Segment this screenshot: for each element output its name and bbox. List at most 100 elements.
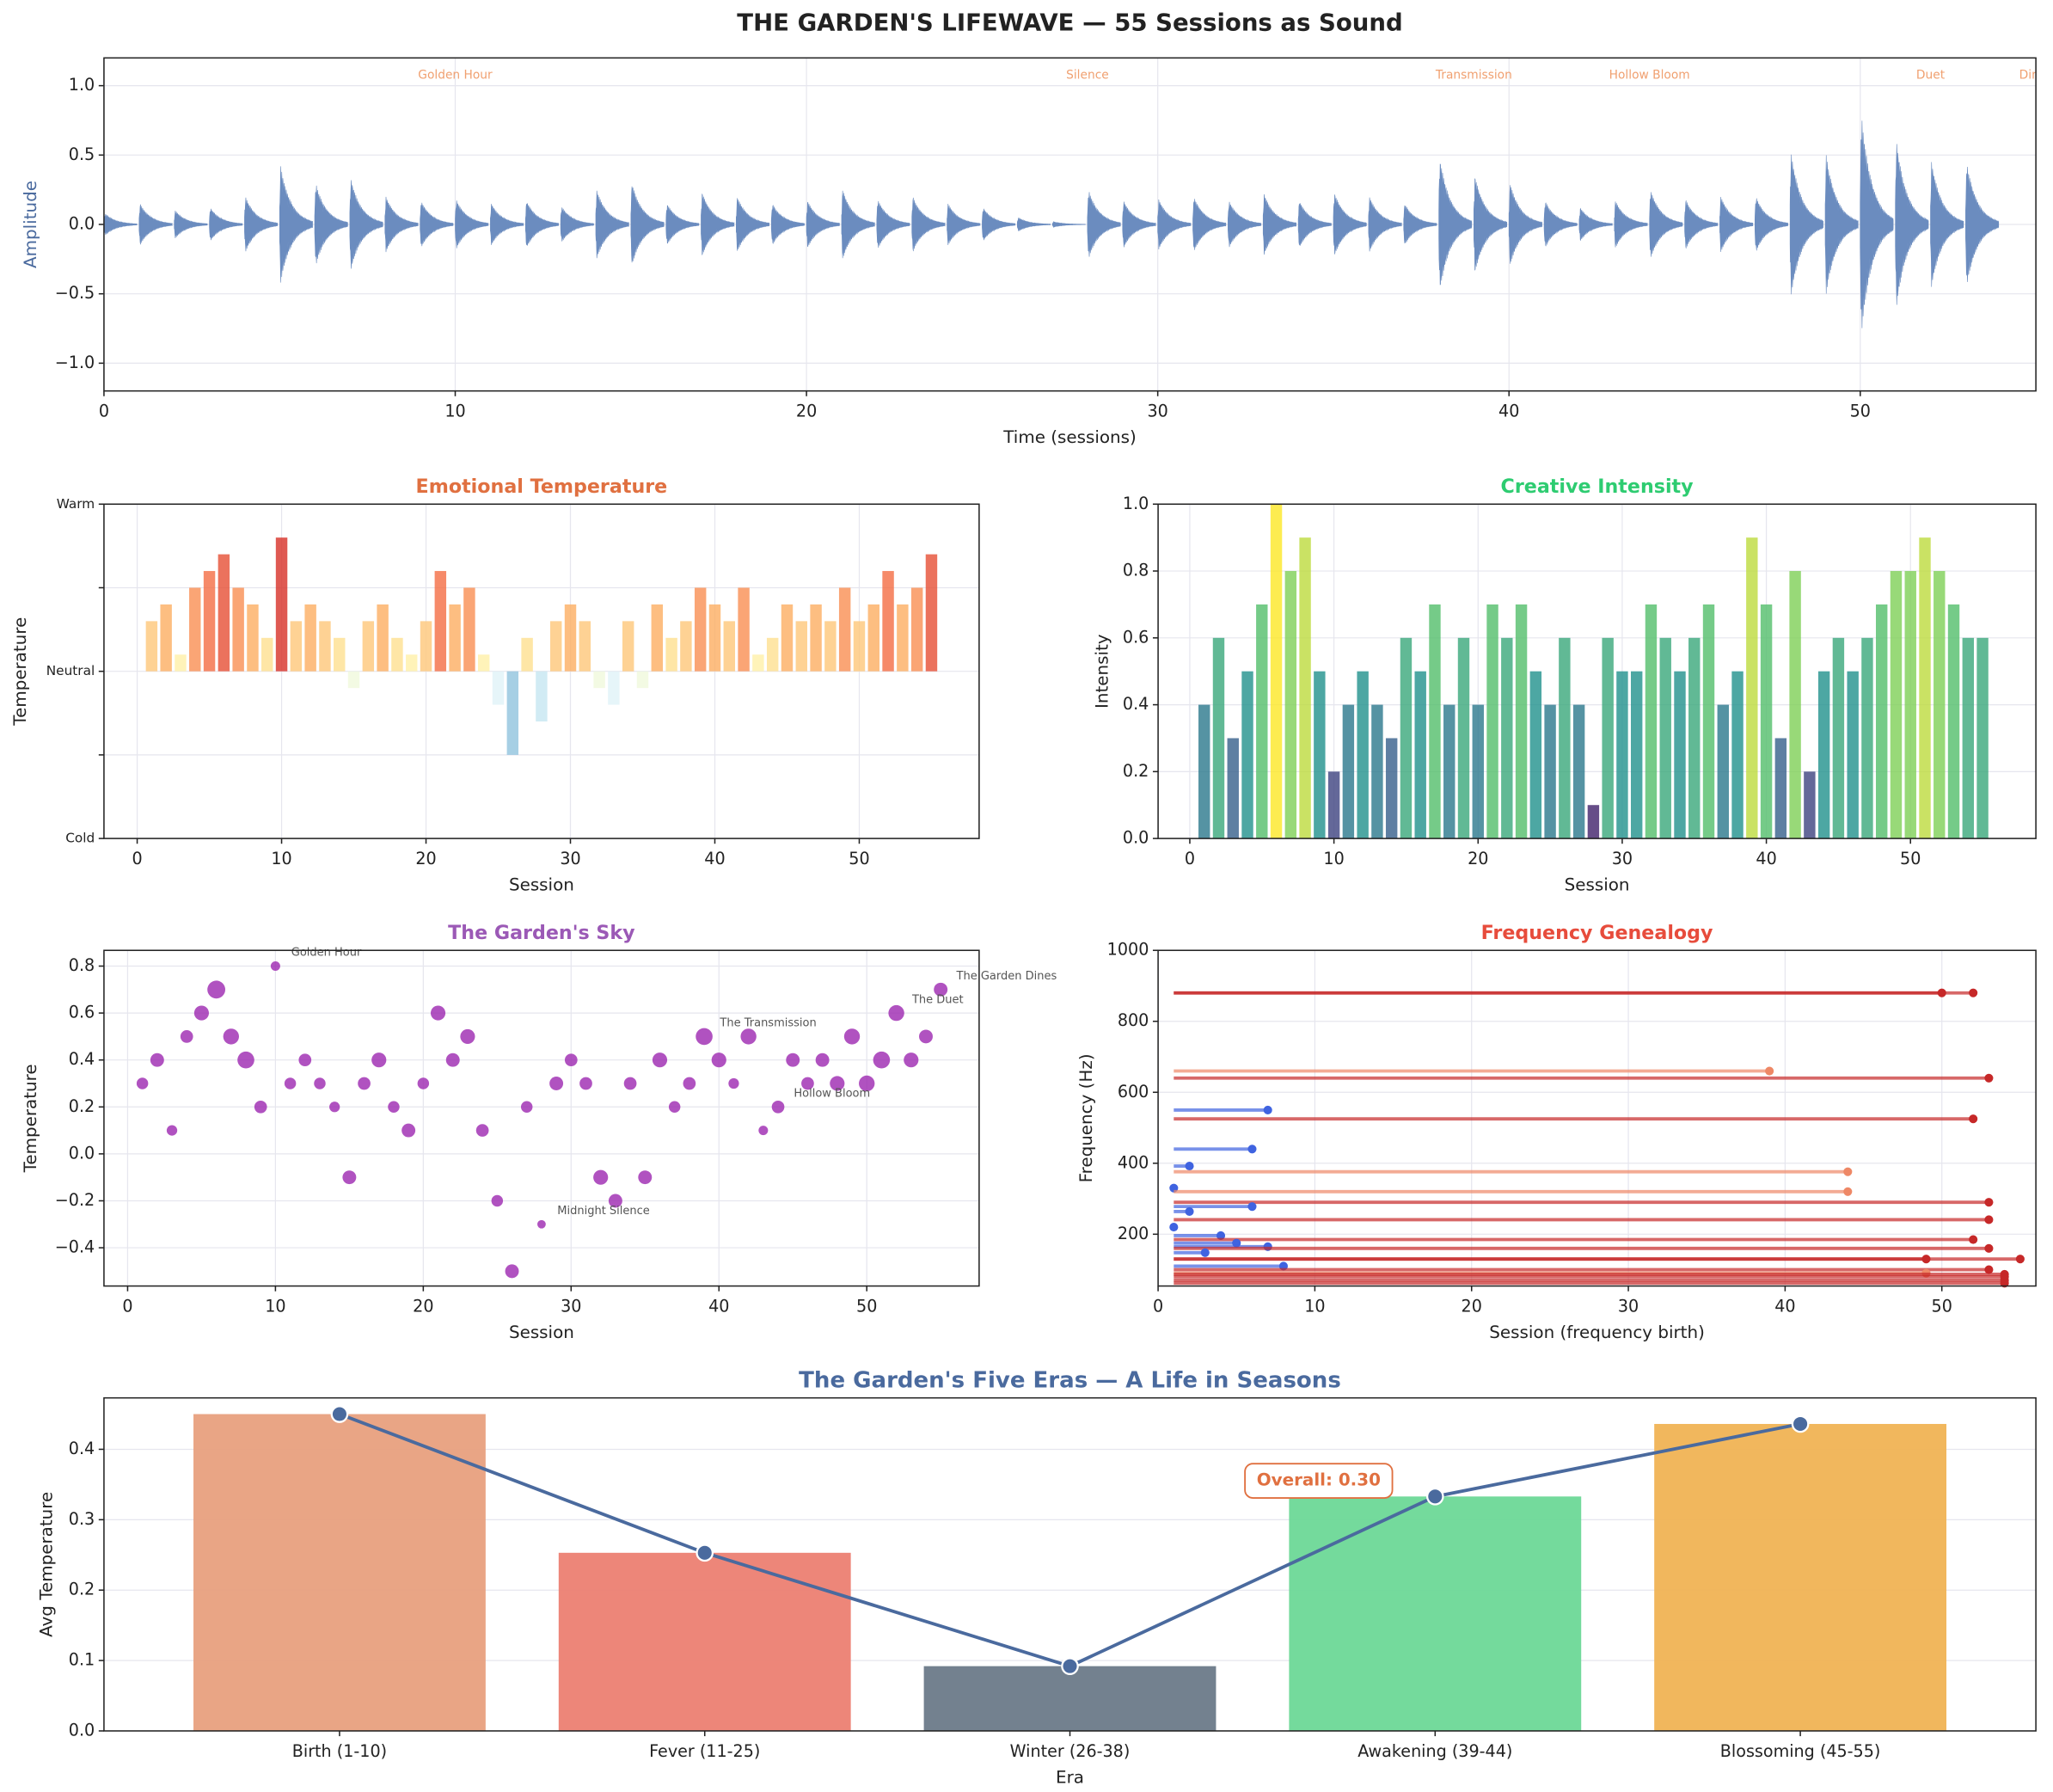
bar — [824, 621, 837, 672]
waveform-burst — [1297, 203, 1332, 246]
marks: Golden Hour Midnight Silence The Transmiss… — [136, 947, 1057, 1279]
waveform-burst — [1578, 207, 1613, 242]
frequency-point — [1843, 1187, 1853, 1196]
bar — [1962, 637, 1975, 839]
axes-title: The Garden's Sky — [448, 922, 635, 944]
x-tick-label: Birth (1-10) — [292, 1741, 387, 1761]
bar — [1486, 604, 1498, 839]
point — [342, 1170, 357, 1185]
bar — [1198, 704, 1210, 839]
waveform-burst — [349, 180, 383, 269]
annotation: Hollow Bloom — [1609, 68, 1690, 82]
x-tick-label: 50 — [1900, 849, 1921, 868]
x-tick-label: Winter (26-38) — [1010, 1741, 1131, 1761]
bar — [1515, 604, 1528, 839]
frequency-point — [1216, 1230, 1226, 1241]
bar — [752, 654, 764, 672]
x-tick-label: Blossoming (45-55) — [1720, 1741, 1881, 1761]
waveform-burst — [1895, 144, 1929, 305]
point — [549, 1077, 564, 1090]
frequency-point — [1921, 1255, 1931, 1264]
axes-frame — [103, 503, 980, 839]
trend-point — [330, 1405, 349, 1423]
waveform-burst — [1614, 201, 1648, 248]
bar — [1933, 571, 1946, 839]
waveform-burst — [665, 205, 700, 244]
bar — [1299, 537, 1311, 839]
point — [237, 1051, 254, 1069]
waveform-burst — [138, 204, 173, 245]
point — [919, 1029, 933, 1044]
bar — [1630, 671, 1643, 839]
bar — [1342, 704, 1355, 839]
annotation: Overall: 0.30 — [1257, 1470, 1381, 1490]
bar — [867, 604, 879, 672]
waveform-burst — [1474, 178, 1508, 271]
waveform-burst — [911, 197, 946, 252]
annotation: The Transmission — [719, 1017, 816, 1030]
bar — [377, 604, 389, 672]
axes-frame — [103, 1396, 2037, 1732]
waveform-burst — [244, 197, 279, 252]
bar — [290, 621, 303, 672]
x-tick-label: 50 — [1932, 1297, 1952, 1316]
x-axis-label: Session (frequency birth) — [1489, 1323, 1705, 1342]
y-axis-label: Intensity — [1092, 634, 1112, 709]
bar — [651, 604, 664, 672]
y-tick-label: 0.4 — [69, 1049, 95, 1069]
x-axis-label: Session — [1565, 875, 1630, 895]
waveform-burst — [701, 193, 735, 256]
bar — [1457, 637, 1470, 839]
marks — [1198, 504, 1989, 839]
waveform-burst — [982, 208, 1016, 241]
point — [801, 1077, 814, 1090]
waveform-burst — [806, 201, 840, 248]
point — [388, 1101, 400, 1114]
frequency-point — [1969, 1235, 1978, 1244]
bar — [1861, 637, 1873, 839]
point — [623, 1077, 637, 1090]
bar — [795, 621, 807, 672]
point — [683, 1077, 696, 1090]
point — [668, 1101, 681, 1114]
point — [740, 1028, 757, 1045]
axes: −0.4 −0.2 0.0 0.2 0.4 0.6 0.8 0 10 20 30 40 50 — [55, 950, 979, 1316]
x-tick-label: 10 — [271, 849, 291, 868]
bar — [463, 587, 475, 672]
bar — [1241, 671, 1253, 839]
bar — [319, 621, 331, 672]
y-tick-label: 0.0 — [69, 1720, 95, 1740]
bar — [1947, 604, 1960, 839]
bar — [193, 1414, 486, 1731]
point — [873, 1051, 891, 1069]
bar — [1817, 671, 1830, 839]
axes-frame — [103, 949, 980, 1287]
point — [696, 1028, 713, 1046]
x-tick-label: 20 — [415, 849, 436, 868]
y-tick-label: −0.4 — [55, 1237, 95, 1257]
waveform-burst — [1543, 202, 1578, 247]
point — [608, 1194, 622, 1208]
bar — [1602, 637, 1614, 839]
bar — [1270, 504, 1283, 839]
bar — [838, 587, 851, 672]
waveform-burst — [279, 166, 313, 283]
bar — [347, 671, 360, 689]
frequency-point — [1984, 1198, 1994, 1207]
bar — [1904, 571, 1916, 839]
x-tick-label: Fever (11-25) — [649, 1741, 760, 1761]
bar — [420, 621, 432, 672]
waveform-burst — [876, 200, 910, 249]
y-tick-label: −0.2 — [55, 1190, 95, 1210]
frequency-point — [1247, 1202, 1257, 1212]
y-tick-label: 0.0 — [69, 214, 95, 234]
waveform-burst — [1087, 192, 1121, 257]
waveform-burst — [770, 205, 805, 244]
annotation: Transmission — [1435, 68, 1512, 82]
waveform-burst — [420, 202, 454, 247]
waveform-burst — [1016, 217, 1051, 232]
y-tick-label: 0.2 — [69, 1580, 95, 1599]
annotation: The Garden Dines — [956, 970, 1057, 983]
